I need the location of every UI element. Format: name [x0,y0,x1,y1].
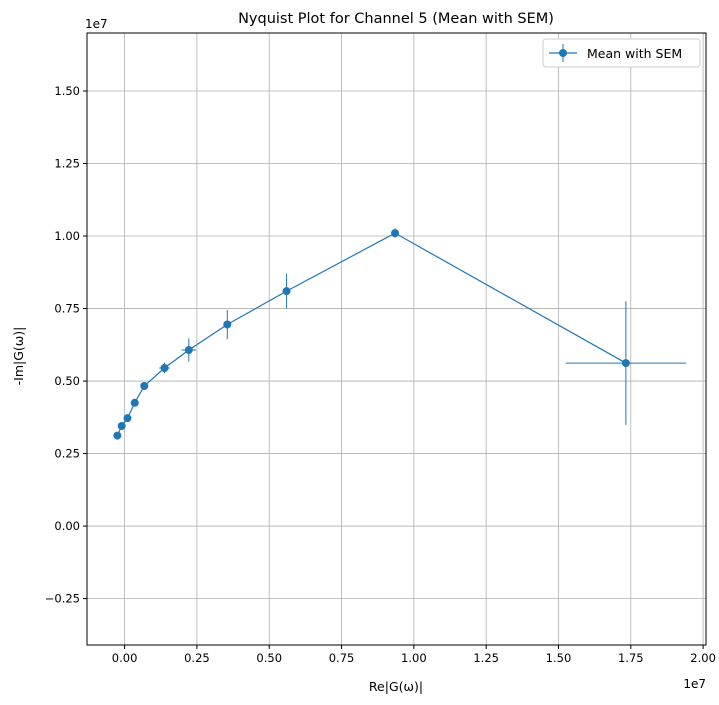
y-tick-label: 0.00 [54,519,80,533]
data-point [282,287,291,296]
x-tick-label: 1.00 [401,651,427,665]
legend-box [542,38,701,68]
y-tick-label: 1.00 [54,229,80,243]
plot-frame [86,32,707,646]
legend-point-marker [559,49,567,57]
x-tick-label: 0.25 [184,651,210,665]
grid-layer [87,33,706,645]
x-tick-label: 0.00 [112,651,138,665]
x-axis-label: Re|G(ω)| [369,679,423,694]
data-point [621,359,630,368]
y-tick-label: 1.50 [54,84,80,98]
y-axis-offset-label: 1e7 [85,17,108,31]
legend: Mean with SEM [542,38,701,68]
y-tick-label: 1.25 [54,157,80,171]
x-tick-label: 0.50 [256,651,282,665]
y-tick-label: 0.50 [54,374,80,388]
x-tick-label: 0.75 [329,651,355,665]
x-tick-label: 2.00 [690,651,716,665]
y-tick-label: −0.25 [45,592,80,606]
y-tick-label: 0.25 [54,447,80,461]
y-tick-label: 0.75 [54,302,80,316]
x-tick-label: 1.25 [473,651,499,665]
data-point [140,381,149,390]
legend-label: Mean with SEM [587,46,682,61]
data-point [160,364,169,373]
data-point [117,422,126,431]
x-tick-label: 1.75 [618,651,644,665]
tick-layer: 0.00 0.25 0.50 0.75 1.00 1.25 1.50 1.75 2.00 −0.2… [45,84,716,665]
x-axis-offset-label: 1e7 [683,677,706,691]
chart-title: Nyquist Plot for Channel 5 (Mean with SE… [238,11,554,27]
y-axis-label: -Im|G(ω)| [11,327,26,386]
data-point [113,431,122,440]
data-point [184,346,193,355]
data-layer [113,228,687,440]
data-point [391,229,400,238]
data-point [130,398,139,407]
data-point [123,414,132,423]
x-tick-label: 1.50 [546,651,572,665]
data-point [223,320,232,329]
